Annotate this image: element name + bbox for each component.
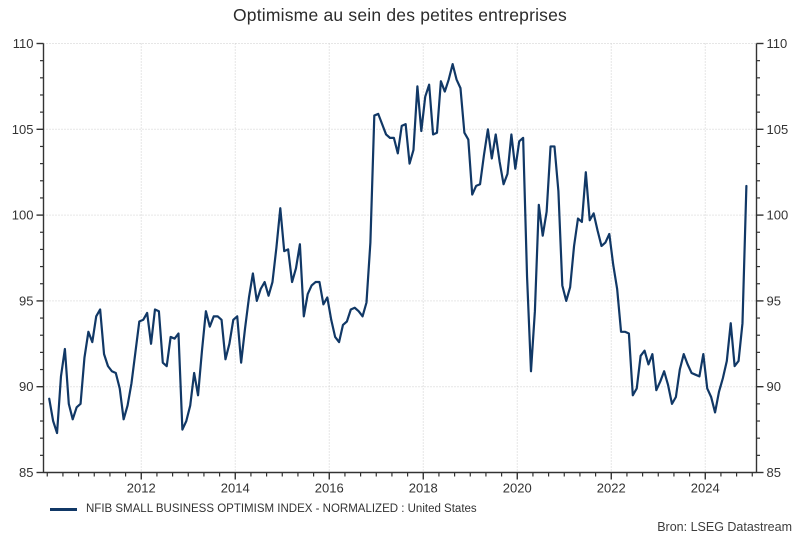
svg-text:95: 95 [767, 293, 781, 308]
page-title: Optimisme au sein des petites entreprise… [232, 5, 568, 25]
svg-text:2020: 2020 [503, 481, 532, 496]
svg-text:85: 85 [19, 465, 33, 480]
svg-text:2016: 2016 [315, 481, 344, 496]
x-axis-ticks: 2012 2014 2016 2018 2020 2022 2024 [46, 472, 753, 496]
svg-text:2014: 2014 [221, 481, 250, 496]
optimism-index-line [48, 62, 748, 435]
svg-text:95: 95 [19, 293, 33, 308]
svg-text:100: 100 [12, 208, 34, 223]
svg-text:90: 90 [767, 379, 781, 394]
svg-text:2012: 2012 [127, 481, 156, 496]
svg-text:110: 110 [13, 36, 34, 51]
axis-spines [42, 43, 758, 474]
gridlines [43, 43, 757, 473]
legend-label: NFIB SMALL BUSINESS OPTIMISM INDEX - NOR… [86, 503, 477, 515]
source-credit: Bron: LSEG Datastream [657, 520, 792, 534]
svg-text:90: 90 [19, 379, 33, 394]
legend-line-swatch [50, 507, 77, 511]
svg-text:85: 85 [767, 465, 781, 480]
svg-text:100: 100 [767, 208, 789, 223]
y-axis-ticks: 85 85 90 90 95 95 100 100 105 105 110 110 [12, 36, 788, 480]
legend: NFIB SMALL BUSINESS OPTIMISM INDEX - NOR… [50, 503, 477, 515]
svg-text:110: 110 [767, 36, 788, 51]
svg-text:105: 105 [767, 122, 789, 137]
svg-text:2022: 2022 [597, 481, 626, 496]
svg-text:2018: 2018 [409, 481, 438, 496]
svg-text:2024: 2024 [691, 481, 720, 496]
svg-text:105: 105 [12, 122, 34, 137]
